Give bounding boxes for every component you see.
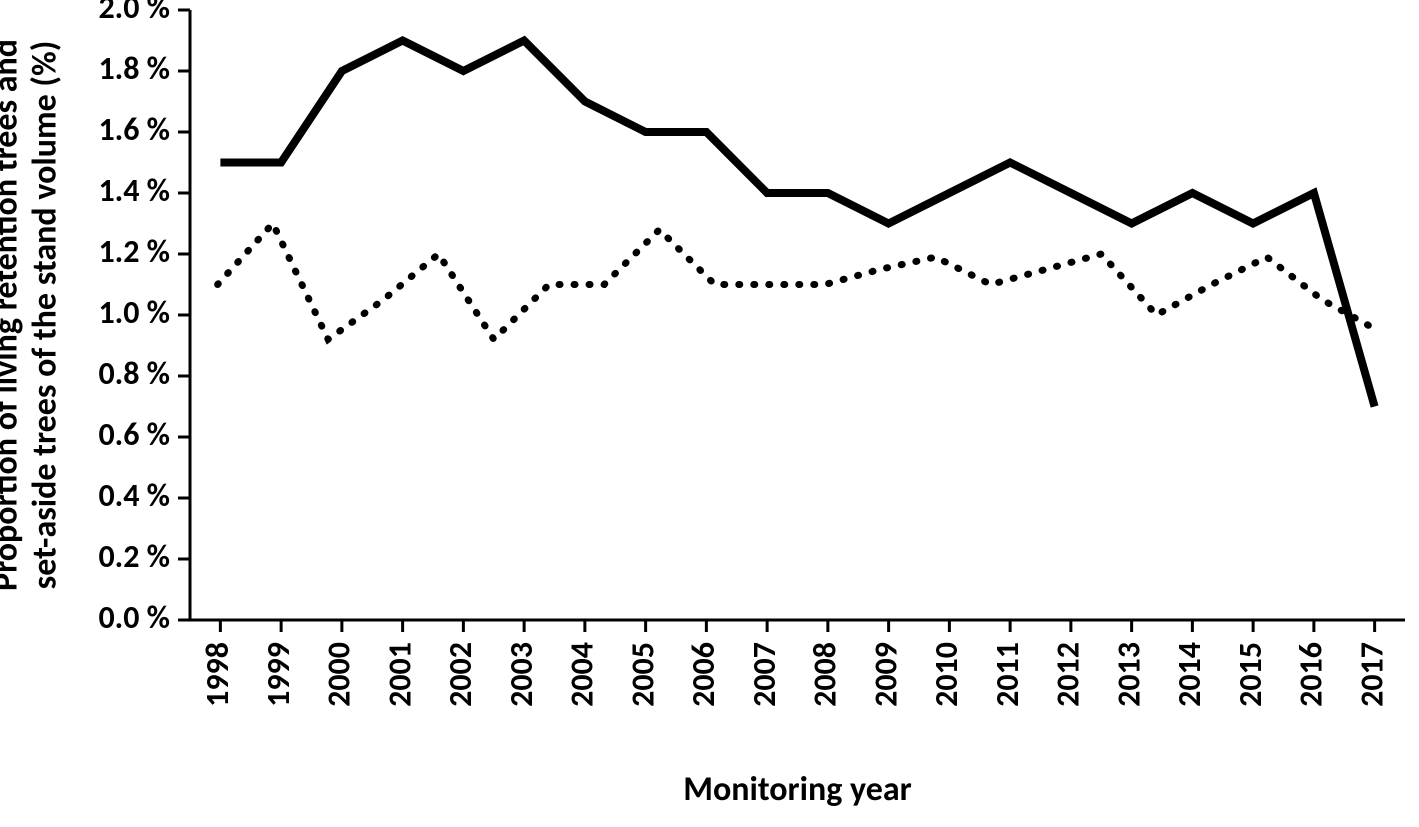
y-tick-label: 1.2 % xyxy=(98,232,170,271)
x-tick-label: 2011 xyxy=(988,642,1027,707)
x-tick-label: 2015 xyxy=(1231,642,1270,707)
y-axis-title: Proportion of living retention trees and… xyxy=(0,39,66,591)
x-tick-label: 2007 xyxy=(745,642,784,707)
x-tick-label: 2016 xyxy=(1292,642,1331,707)
x-tick-label: 2003 xyxy=(502,642,541,707)
x-tick-label: 2012 xyxy=(1049,642,1088,707)
x-tick-label: 2017 xyxy=(1352,642,1391,707)
y-tick-label: 0.2 % xyxy=(98,537,170,576)
x-tick-label: 2005 xyxy=(623,642,662,707)
y-tick-label: 0.8 % xyxy=(98,354,170,393)
x-axis-title: Monitoring year xyxy=(683,769,912,810)
x-tick-label: 2002 xyxy=(441,642,480,707)
y-axis-title-line: set-aside trees of the stand volume (%) xyxy=(25,41,66,590)
y-tick-label: 1.8 % xyxy=(98,49,170,88)
x-tick-label: 2014 xyxy=(1170,642,1209,707)
y-tick-label: 1.4 % xyxy=(98,171,170,210)
retention-chart: 0.0 % 0.2 % 0.4 % 0.6 % 0.8 % 1.0 % 1.2 % 1.4 %… xyxy=(0,0,1419,827)
x-tick-label: 1998 xyxy=(198,642,237,707)
y-tick-label: 0.0 % xyxy=(98,598,170,637)
x-tick-label: 2000 xyxy=(320,642,359,707)
y-tick-label: 2.0 % xyxy=(98,0,170,27)
x-tick-label: 2009 xyxy=(866,642,905,707)
y-axis-title-line: Proportion of living retention trees and xyxy=(0,39,26,591)
chart-svg: 0.0 % 0.2 % 0.4 % 0.6 % 0.8 % 1.0 % 1.2 % 1.4 %… xyxy=(0,0,1419,827)
y-tick-label: 1.0 % xyxy=(98,293,170,332)
y-tick-label: 0.4 % xyxy=(98,476,170,515)
x-tick-label: 2008 xyxy=(806,642,845,707)
x-tick-label: 2004 xyxy=(563,642,602,707)
x-tick-label: 2001 xyxy=(380,642,419,707)
x-tick-label: 2010 xyxy=(927,642,966,707)
x-tick-label: 1999 xyxy=(259,642,298,707)
x-tick-label: 2013 xyxy=(1109,642,1148,707)
x-tick-label: 2006 xyxy=(684,642,723,707)
y-tick-label: 0.6 % xyxy=(98,415,170,454)
y-tick-label: 1.6 % xyxy=(98,110,170,149)
